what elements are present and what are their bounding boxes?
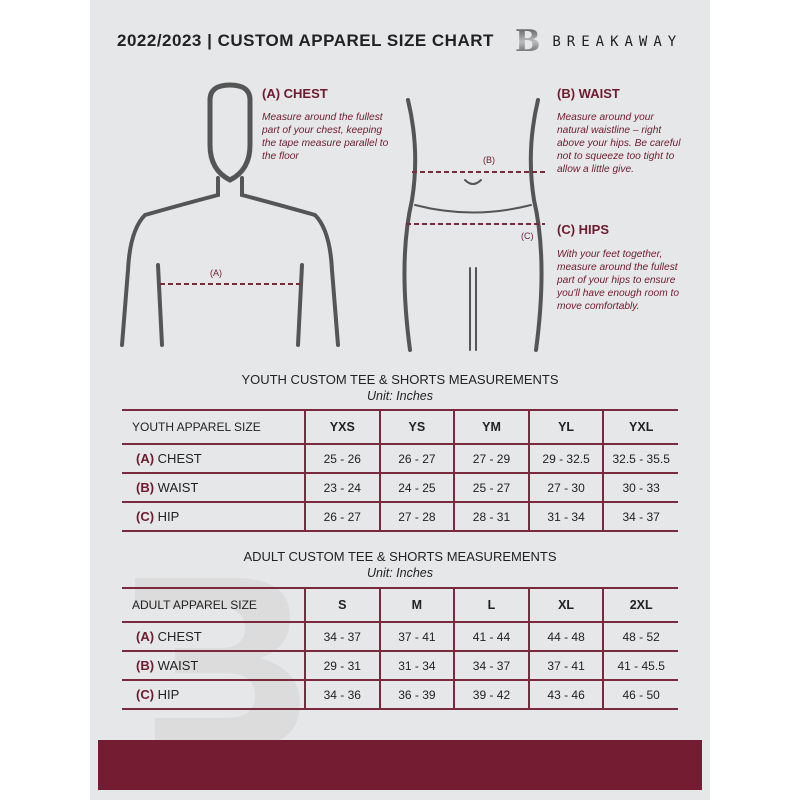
measurement-value: 31 - 34 (379, 651, 456, 681)
measurement-letter: (B) (136, 480, 155, 495)
measurement-value: 27 - 30 (528, 473, 605, 503)
measurement-value: 29 - 32.5 (528, 444, 605, 474)
measurement-value: 43 - 46 (528, 680, 605, 710)
measurement-letter: (C) (136, 509, 155, 524)
measurement-label: (A) CHEST (122, 622, 306, 652)
adult-size-table: ADULT APPAREL SIZE S M L XL 2XL (A) CHES… (122, 587, 678, 710)
adult-table-title: ADULT CUSTOM TEE & SHORTS MEASUREMENTS (243, 549, 557, 564)
size-header: YL (528, 410, 605, 445)
waist-marker: (B) (483, 155, 495, 165)
measurement-value: 34 - 37 (305, 622, 381, 652)
size-label: YOUTH APPAREL SIZE (122, 410, 306, 445)
table-row: (B) WAIST 23 - 24 24 - 25 25 - 27 27 - 30 30 … (122, 473, 678, 503)
brand-logo: B BREAKAWAY (515, 24, 682, 59)
youth-table-title: YOUTH CUSTOM TEE & SHORTS MEASUREMENTS (241, 372, 559, 387)
table-row: (B) WAIST 29 - 31 31 - 34 34 - 37 37 - 41 41 … (122, 651, 678, 681)
measurement-name: CHEST (157, 629, 202, 644)
chest-instructions: Measure around the fullest part of your … (262, 112, 389, 162)
measurement-value: 27 - 28 (379, 502, 456, 532)
logo-mark: B (515, 24, 541, 59)
footer-band (98, 740, 702, 790)
brand-name: BREAKAWAY (552, 33, 683, 50)
adult-table-unit: Unit: Inches (366, 566, 433, 580)
table-row: (A) CHEST 34 - 37 37 - 41 41 - 44 44 - 48 48 … (122, 622, 678, 652)
measurement-value: 32.5 - 35.5 (603, 444, 678, 474)
chest-heading: (A) CHEST (262, 86, 328, 101)
table-row: (C) HIP 34 - 36 36 - 39 39 - 42 43 - 46 46 - … (122, 680, 678, 710)
measurement-value: 34 - 37 (454, 651, 530, 681)
measurement-value: 25 - 27 (454, 473, 530, 503)
measurement-value: 44 - 48 (528, 622, 605, 652)
measurement-value: 26 - 27 (305, 502, 381, 532)
hips-instructions: With your feet together, measure around … (557, 249, 680, 312)
measurement-value: 41 - 45.5 (603, 651, 678, 681)
table-header-row: ADULT APPAREL SIZE S M L XL 2XL (122, 588, 678, 623)
size-header: S (305, 588, 381, 623)
measurement-letter: (B) (136, 658, 155, 673)
size-chart-page: 2022/2023 | CUSTOM APPAREL SIZE CHART B … (90, 0, 710, 800)
measurement-value: 29 - 31 (305, 651, 381, 681)
measurement-name: HIP (157, 509, 180, 524)
measurement-value: 26 - 27 (379, 444, 456, 474)
waist-instructions: Measure around your natural waistline – … (557, 112, 681, 175)
size-header: L (454, 588, 530, 623)
measurement-value: 37 - 41 (379, 622, 456, 652)
measurement-letter: (C) (136, 687, 155, 702)
size-header: XL (528, 588, 605, 623)
measurement-name: HIP (157, 687, 180, 702)
measurement-value: 24 - 25 (379, 473, 456, 503)
table-row: (A) CHEST 25 - 26 26 - 27 27 - 29 29 - 32.5 3… (122, 444, 678, 474)
torso-illustration (120, 82, 340, 347)
measurement-value: 27 - 29 (454, 444, 530, 474)
measurement-value: 39 - 42 (454, 680, 530, 710)
youth-size-table: YOUTH APPAREL SIZE YXS YS YM YL YXL (A) … (122, 409, 678, 532)
size-header: YXS (305, 410, 381, 445)
measurement-label: (B) WAIST (122, 651, 306, 681)
measurement-value: 34 - 37 (603, 502, 678, 532)
size-header: 2XL (603, 588, 678, 623)
waist-heading: (B) WAIST (557, 86, 620, 101)
measurement-value: 31 - 34 (528, 502, 605, 532)
table-header-row: YOUTH APPAREL SIZE YXS YS YM YL YXL (122, 410, 678, 445)
body-diagrams (120, 82, 545, 352)
measurement-value: 41 - 44 (454, 622, 530, 652)
table-row: (C) HIP 26 - 27 27 - 28 28 - 31 31 - 34 34 - … (122, 502, 678, 532)
hips-heading: (C) HIPS (557, 222, 609, 237)
hips-illustration (402, 98, 544, 352)
measurement-letter: (A) (136, 629, 155, 644)
measurement-value: 48 - 52 (603, 622, 678, 652)
measurement-label: (B) WAIST (122, 473, 306, 503)
hips-marker: (C) (521, 231, 534, 241)
measurement-value: 36 - 39 (379, 680, 456, 710)
measurement-value: 23 - 24 (305, 473, 381, 503)
measurement-name: WAIST (157, 658, 199, 673)
measurement-value: 34 - 36 (305, 680, 381, 710)
size-label: ADULT APPAREL SIZE (122, 588, 306, 623)
size-header: M (379, 588, 456, 623)
measurement-name: CHEST (157, 451, 202, 466)
measurement-label: (A) CHEST (122, 444, 306, 474)
measurement-value: 37 - 41 (528, 651, 605, 681)
youth-table-unit: Unit: Inches (366, 389, 433, 403)
size-header: YXL (603, 410, 678, 445)
chest-marker: (A) (210, 268, 222, 278)
measurement-value: 28 - 31 (454, 502, 530, 532)
page-title: 2022/2023 | CUSTOM APPAREL SIZE CHART (117, 31, 494, 50)
measurement-value: 25 - 26 (305, 444, 381, 474)
measurement-label: (C) HIP (122, 502, 306, 532)
size-header: YS (379, 410, 456, 445)
measurement-value: 30 - 33 (603, 473, 678, 503)
size-header: YM (454, 410, 530, 445)
measurement-label: (C) HIP (122, 680, 306, 710)
measurement-name: WAIST (157, 480, 199, 495)
measurement-value: 46 - 50 (603, 680, 678, 710)
measurement-letter: (A) (136, 451, 155, 466)
